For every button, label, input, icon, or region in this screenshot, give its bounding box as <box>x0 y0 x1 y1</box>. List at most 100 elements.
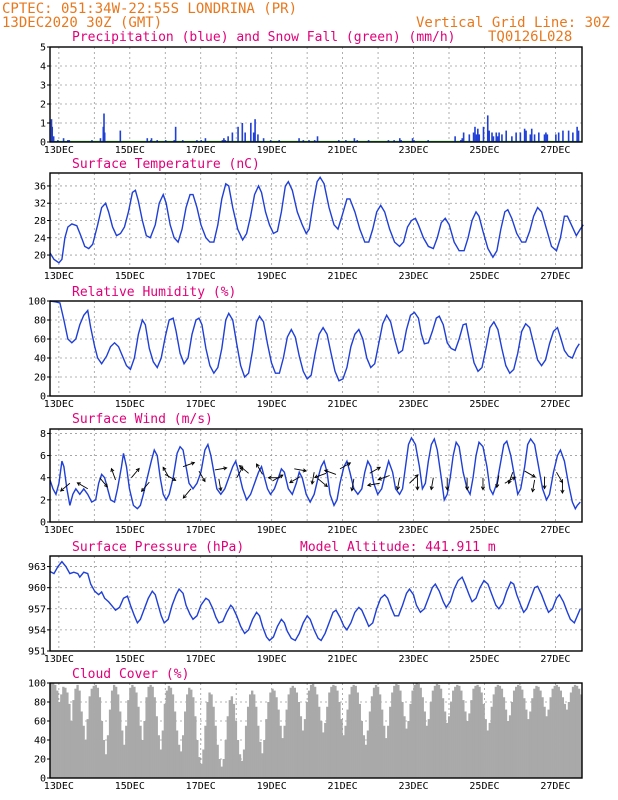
pres-xtick-label: 27DEC <box>540 654 570 665</box>
precip-bar <box>353 138 356 142</box>
precip-bar <box>250 123 252 142</box>
cloud-bar <box>350 686 353 778</box>
cloud-bar <box>147 686 150 778</box>
cloud-bar <box>313 686 317 778</box>
precip-bar <box>103 132 106 142</box>
rh-xtick-label: 13DEC <box>44 399 74 410</box>
temp-xtick-label: 19DEC <box>257 271 287 282</box>
wind-vector <box>164 474 176 481</box>
cloud-bar <box>255 706 258 778</box>
cloud-bar <box>510 702 514 778</box>
precip-bar <box>491 132 493 142</box>
wind-vector-head <box>395 486 401 491</box>
wind-vector <box>99 477 108 488</box>
cloud-bar <box>431 690 435 778</box>
cloud-bar <box>143 721 146 778</box>
cloud-bar <box>512 690 516 778</box>
cloud-bar <box>200 763 203 778</box>
cloud-bar <box>318 706 321 778</box>
precip-bar <box>576 126 578 142</box>
precip-bar <box>67 140 69 142</box>
cloud-bar <box>494 686 498 778</box>
cloud-bar <box>527 719 530 778</box>
wind-vector-head <box>190 461 196 466</box>
cloud-bar <box>283 725 286 778</box>
rh-title: Relative Humidity (%) <box>72 285 236 300</box>
precip-ytick-label: 4 <box>40 62 46 73</box>
cloud-bar <box>295 692 299 778</box>
cloud-bar <box>181 735 185 778</box>
wind-vector-head <box>415 486 420 491</box>
cloud-bar <box>50 683 53 778</box>
cloud-bar <box>535 685 538 778</box>
cloud-bar <box>159 749 162 778</box>
cloud-bar <box>521 689 524 778</box>
cloud-bar <box>519 685 522 778</box>
cloud-bar <box>153 697 156 778</box>
cloud-bar <box>141 740 144 778</box>
cloud-bar <box>387 725 390 778</box>
wind-vector-head <box>542 485 547 490</box>
wind-vector-head <box>238 464 243 469</box>
wind-vector <box>430 477 434 490</box>
cloud-bar <box>541 697 544 778</box>
wind-vector <box>111 468 116 481</box>
cloud-bar <box>277 709 280 778</box>
cloud-bar <box>218 759 221 778</box>
rh-panel: 0 20 40 60 80 100 13DEC 15DEC 17DEC 19DEC 21DEC 23D… <box>28 297 583 410</box>
cloud-bar <box>96 687 100 778</box>
cloud-bar <box>322 732 325 778</box>
cloud-bar <box>78 690 81 778</box>
cloud-bar <box>287 694 290 778</box>
cloud-bar <box>529 711 532 778</box>
precip-xtick-label: 15DEC <box>115 145 145 156</box>
cloud-bar <box>545 716 548 778</box>
precip-bar <box>204 138 207 142</box>
cloud-bar <box>484 719 487 778</box>
cloud-bar <box>425 725 428 778</box>
temp-xtick-label: 15DEC <box>115 271 145 282</box>
cloud-bar <box>259 741 262 778</box>
cloud-bar <box>253 694 256 778</box>
cloud-bar <box>468 713 471 778</box>
cloud-bar <box>60 694 63 778</box>
cloud-bar <box>108 709 112 778</box>
cloud-bar <box>155 716 158 778</box>
cloud-bar <box>151 686 154 778</box>
precip-panel: 0 1 2 3 4 5 13DEC 15DEC 17DEC 19DEC 21DEC 23DEC 25DE… <box>40 43 583 156</box>
precip-bar <box>316 136 319 142</box>
precip-bar <box>501 134 503 142</box>
cloud-bar <box>423 711 426 778</box>
cloud-bar <box>573 684 577 778</box>
cloud-bar <box>500 688 504 778</box>
cloud-bar <box>98 697 102 778</box>
wind-vector-head <box>162 466 167 471</box>
cloud-bar <box>149 684 152 778</box>
cloud-bar <box>445 722 449 778</box>
cloud-bar <box>579 694 583 778</box>
wind-vector <box>369 466 381 474</box>
wind-vector-head <box>376 466 381 471</box>
cloud-bar <box>179 751 183 778</box>
cloud-bar <box>368 711 372 778</box>
cloud-bar <box>76 684 79 778</box>
precip-bar <box>164 140 167 142</box>
cloud-bar <box>498 685 502 778</box>
wind-vector-head <box>323 469 329 474</box>
precip-xtick-label: 27DEC <box>540 145 570 156</box>
pres-xtick-label: 19DEC <box>257 654 287 665</box>
precip-bar <box>472 132 475 142</box>
wind-vector <box>378 475 390 481</box>
precip-bar <box>577 130 580 142</box>
precip-bar <box>252 132 255 142</box>
cloud-bar <box>82 725 85 778</box>
cloud-bar <box>506 721 510 778</box>
cloud-bar <box>405 728 408 778</box>
precip-bar <box>461 138 464 142</box>
pres-xtick-label: 25DEC <box>469 654 499 665</box>
cloud-bar <box>490 706 493 778</box>
precip-ytick-label: 3 <box>40 81 46 92</box>
cloud-bar <box>186 694 189 778</box>
cloud-bar <box>110 690 114 778</box>
cloud-bar <box>192 697 195 778</box>
